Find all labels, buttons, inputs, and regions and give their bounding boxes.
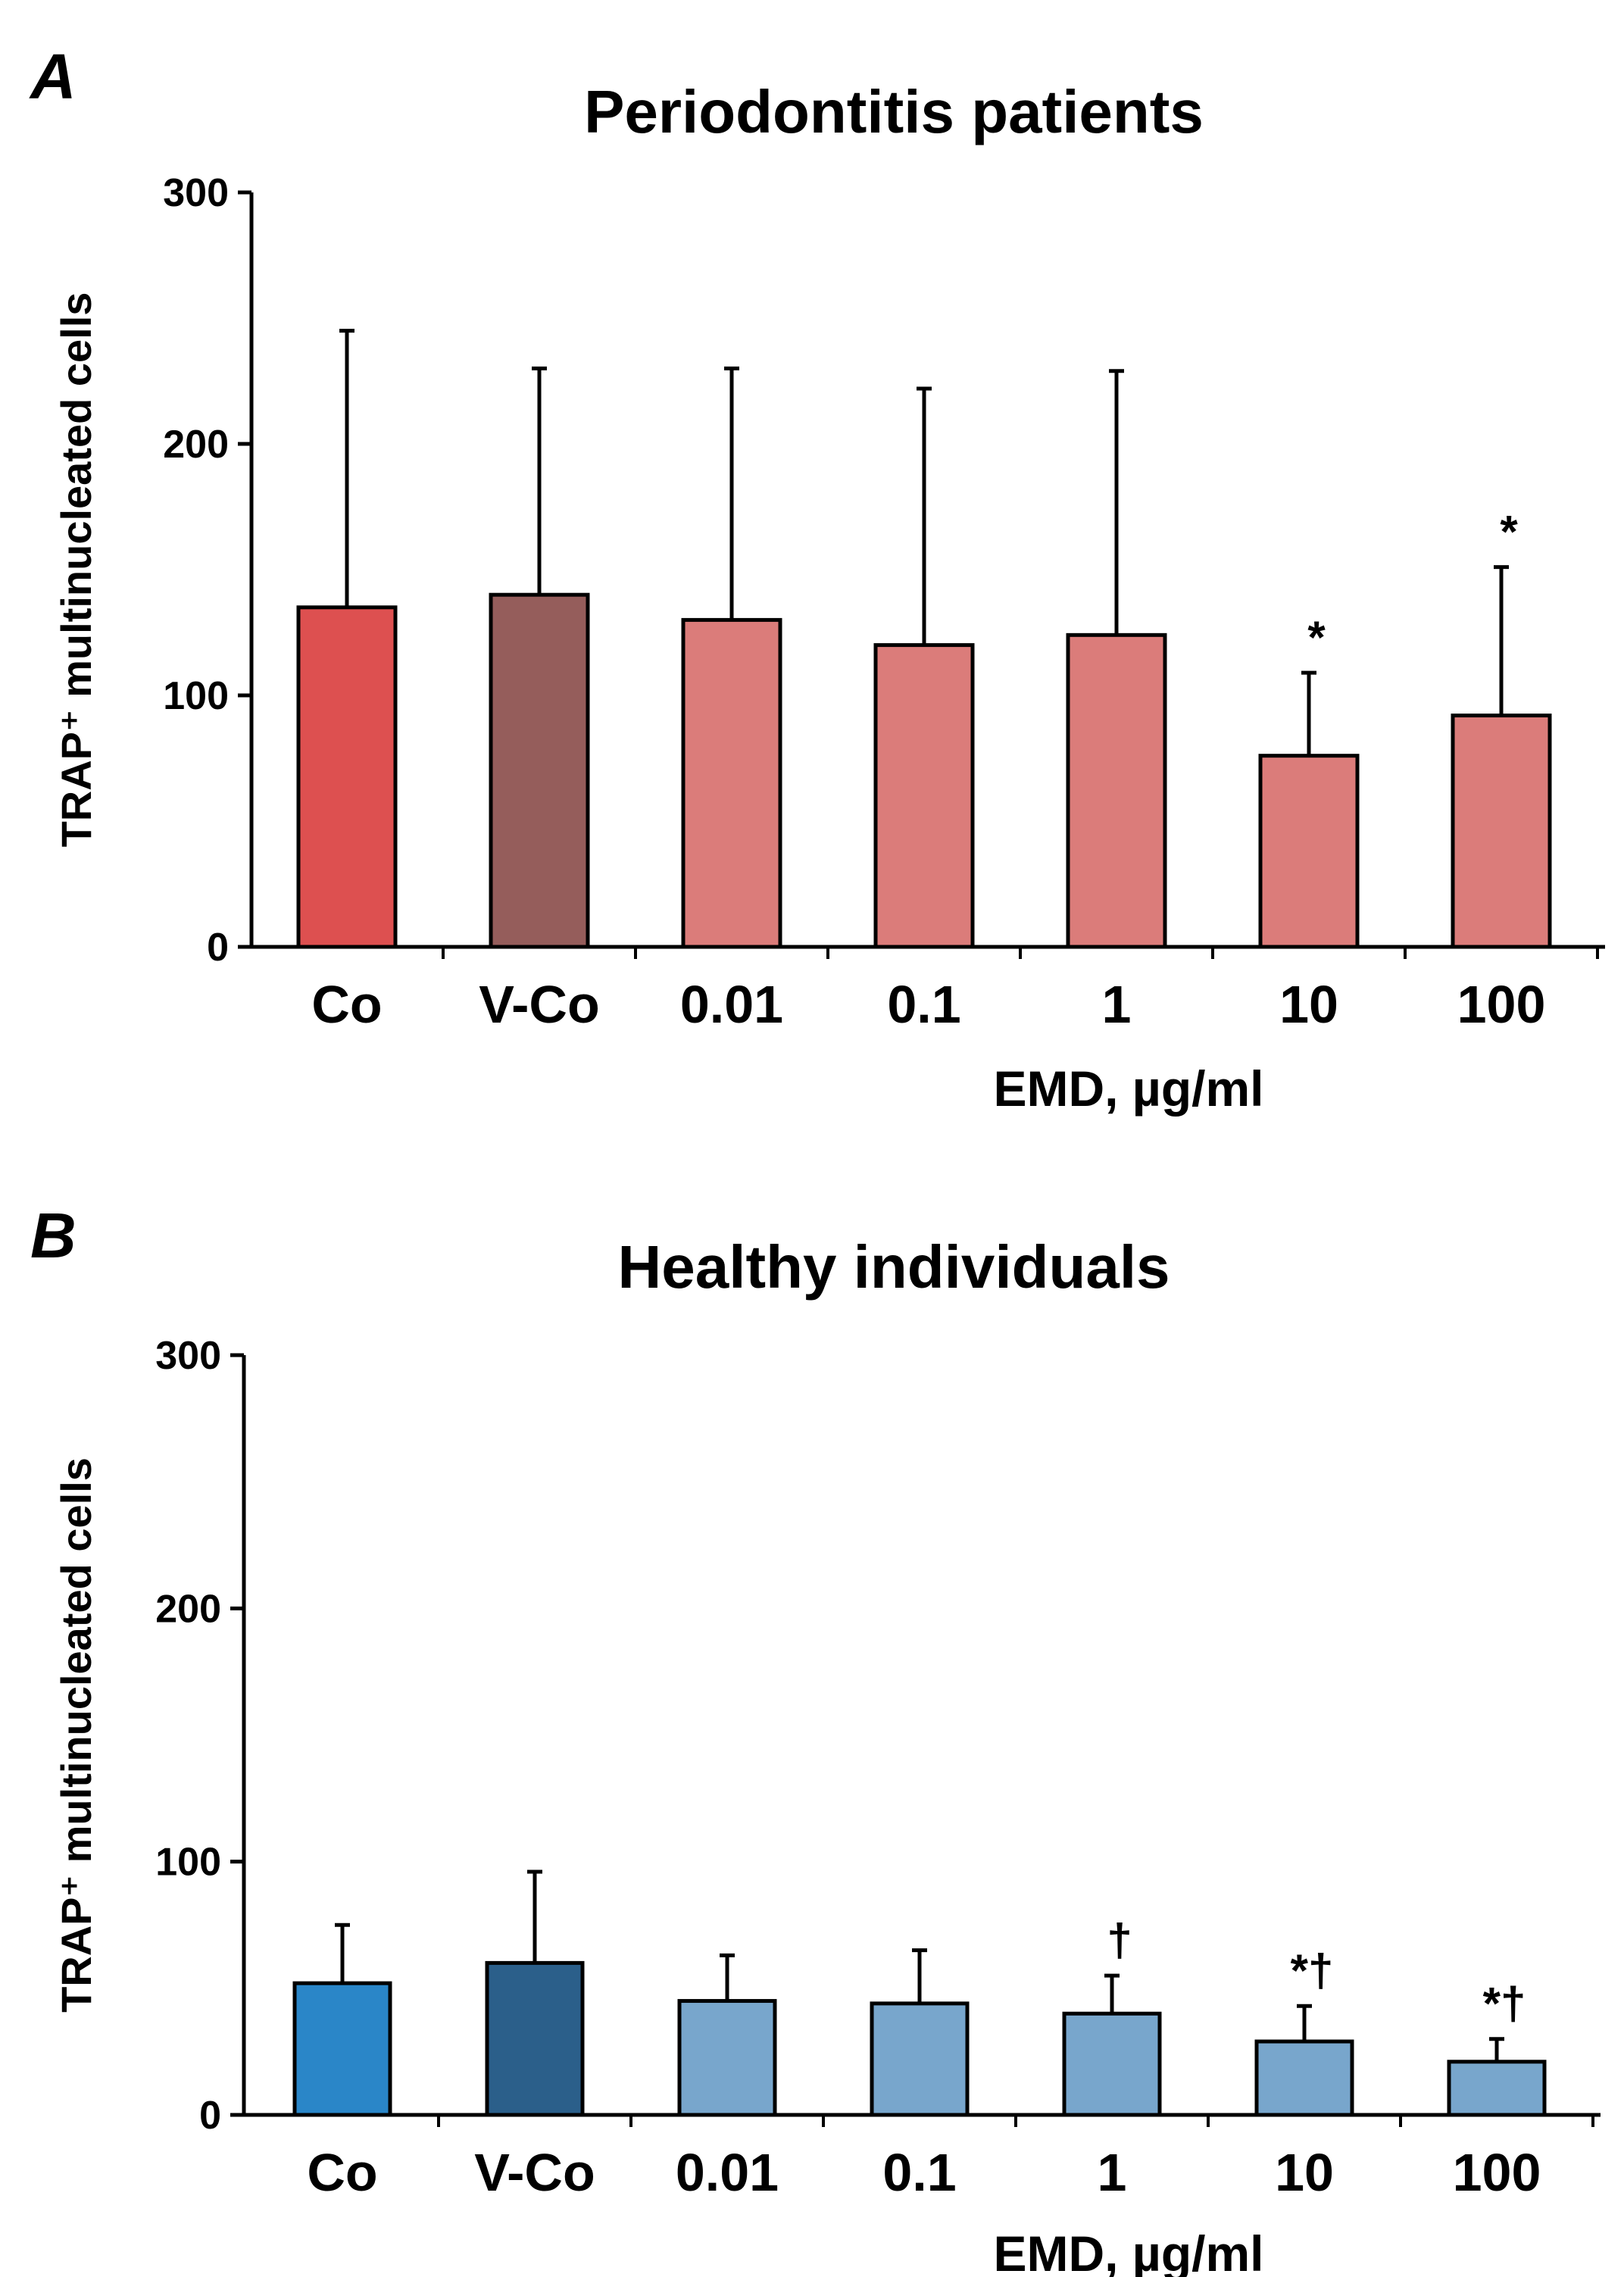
significance-marker: † <box>1107 1915 1132 1966</box>
y-axis-title: TRAP⁺ multinucleated cells <box>52 292 100 848</box>
significance-marker: * <box>1500 507 1518 558</box>
bar-7 <box>1451 714 1552 949</box>
x-category-label: Co <box>307 2143 377 2202</box>
panel-letter: A <box>29 41 77 112</box>
x-axis-title: EMD, µg/ml <box>993 1060 1263 1117</box>
y-tick-label: 0 <box>207 926 229 970</box>
bar-2 <box>485 1960 585 2117</box>
chart-title: Healthy individuals <box>617 1233 1170 1301</box>
x-category-label: 10 <box>1275 2143 1334 2202</box>
x-category-label: V-Co <box>474 2143 595 2202</box>
x-category-label: 100 <box>1453 2143 1541 2202</box>
bar-5 <box>1062 2011 1162 2117</box>
bar-4 <box>873 643 975 949</box>
y-tick-label: 200 <box>155 1587 221 1631</box>
bar-5 <box>1066 632 1167 949</box>
y-tick-label: 100 <box>155 1841 221 1885</box>
x-category-label: 100 <box>1457 975 1546 1034</box>
x-category-label: 0.01 <box>680 975 783 1034</box>
x-category-label: 0.1 <box>882 2143 956 2202</box>
chart-title: Periodontitis patients <box>584 78 1204 145</box>
x-category-label: 0.01 <box>676 2143 779 2202</box>
y-tick-label: 0 <box>199 2094 221 2138</box>
y-axis-title: TRAP⁺ multinucleated cells <box>52 1457 100 2013</box>
x-category-label: 10 <box>1279 975 1338 1034</box>
bar-1 <box>292 1981 392 2117</box>
x-category-label: V-Co <box>479 975 599 1034</box>
x-axis-title: EMD, µg/ml <box>993 2225 1263 2277</box>
bar-6 <box>1258 754 1360 949</box>
bar-4 <box>870 2001 970 2117</box>
y-tick-label: 300 <box>155 1334 221 1378</box>
x-category-label: 1 <box>1102 975 1132 1034</box>
bar-3 <box>677 1999 777 2117</box>
x-category-label: Co <box>311 975 382 1034</box>
y-tick-label: 300 <box>163 171 229 215</box>
significance-marker: *† <box>1483 1979 1526 2029</box>
y-tick-label: 200 <box>163 423 229 467</box>
bar-6 <box>1254 2039 1354 2117</box>
y-tick-label: 100 <box>163 674 229 718</box>
chart-panel-a: A Periodontitis patients 0 100 200 300 Co V-Co 0… <box>29 41 1605 1117</box>
significance-marker: * <box>1307 612 1326 663</box>
bar-1 <box>296 605 398 949</box>
x-category-label: 1 <box>1098 2143 1127 2202</box>
chart-panel-b: B Healthy individuals 0 100 200 300 Co V-Co 0.01… <box>30 1200 1601 2277</box>
bar-2 <box>489 592 590 949</box>
x-category-label: 0.1 <box>887 975 960 1034</box>
bar-7 <box>1447 2060 1547 2117</box>
significance-marker: *† <box>1291 1945 1334 1996</box>
bar-3 <box>681 617 782 949</box>
panel-letter: B <box>30 1200 77 1271</box>
